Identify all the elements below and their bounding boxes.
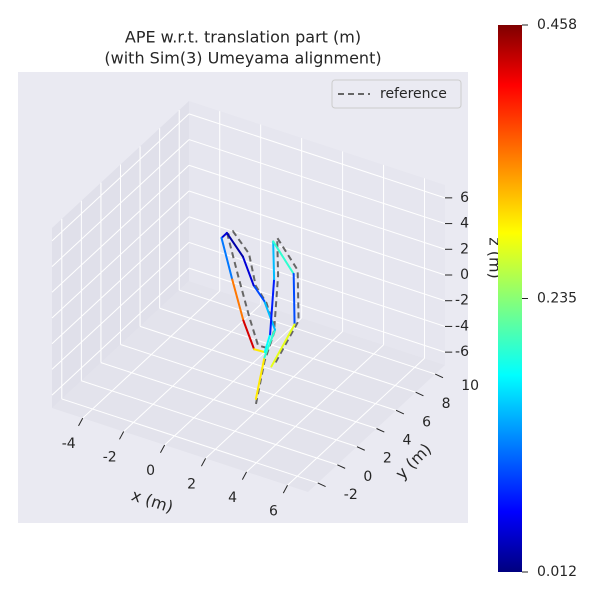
grid-line (139, 325, 397, 411)
trajectory-segment (253, 348, 266, 354)
tick-label: 0 (146, 463, 155, 479)
trajectory-segment (292, 272, 296, 326)
tick-label: 4 (403, 433, 412, 449)
legend-box (331, 79, 462, 109)
grid-line (100, 362, 358, 448)
grid-line (51, 139, 190, 267)
tick-label: -2 (455, 293, 469, 309)
trajectory-segment (252, 284, 266, 303)
grid-line (179, 289, 436, 375)
tick-mark (395, 409, 405, 415)
tick-label: 6 (422, 414, 431, 430)
reference-line (226, 229, 300, 405)
colorbar-tick-label: 0.458 (537, 17, 577, 33)
tick-label: -6 (455, 344, 469, 360)
grid-line (120, 344, 377, 429)
trajectory-segment (270, 323, 296, 368)
trajectory-segment (272, 240, 276, 281)
tick-label: -2 (344, 487, 358, 503)
tick-label: -2 (103, 450, 117, 466)
tick-mark (119, 431, 125, 440)
legend-label: reference (380, 86, 447, 102)
tick-label: 2 (187, 476, 196, 492)
trajectory-segment (241, 255, 255, 287)
grid-line (159, 307, 416, 393)
grid-line (51, 267, 190, 396)
colorbar (498, 25, 522, 572)
trajectory-segment (231, 278, 245, 322)
trajectory-segment (242, 319, 256, 351)
tick-mark (376, 428, 385, 433)
tick-label: 6 (460, 190, 469, 206)
trajectory-segment (220, 231, 228, 239)
trajectory-segment (225, 231, 244, 258)
chart-title: APE w.r.t. translation part (m) (125, 28, 361, 47)
tick-label: 6 (269, 503, 278, 519)
grid-line (51, 216, 190, 345)
colorbar-tick-label: 0.012 (537, 564, 577, 580)
trajectory-segment (220, 236, 234, 281)
tick-label: 4 (228, 490, 237, 506)
colorbar-ticks: 0.012 0.235 0.458 (522, 17, 577, 580)
tick-label: 2 (460, 241, 469, 257)
grid-line (188, 164, 446, 250)
tick-mark (435, 373, 444, 379)
tick-mark (282, 485, 288, 494)
tick-mark (415, 391, 424, 397)
tick-label: 8 (442, 396, 451, 412)
tick-label: -4 (62, 436, 76, 452)
tick-label: 0 (363, 469, 372, 485)
tick-label: 4 (460, 216, 469, 232)
grid-line (188, 139, 446, 225)
tick-mark (337, 464, 346, 469)
tick-label: 2 (383, 451, 392, 467)
tick-mark (159, 444, 166, 453)
grid-line (188, 190, 446, 276)
grid-line (188, 267, 446, 353)
grid-line (188, 241, 446, 327)
tick-label: 0 (460, 267, 469, 283)
chart-subtitle: (with Sim(3) Umeyama alignment) (104, 49, 381, 68)
grid-line (81, 380, 338, 466)
trajectory-segment (263, 333, 272, 354)
tick-mark (200, 458, 207, 467)
plot (220, 229, 300, 405)
trajectory-segment (269, 278, 276, 336)
grid-line (51, 190, 190, 319)
colorbar-tick-label: 0.235 (537, 291, 577, 307)
grid-line (188, 216, 446, 302)
trajectory-segment (272, 240, 295, 275)
tick-label: -4 (455, 318, 469, 334)
legend: reference (331, 79, 462, 109)
trajectory-segment (254, 356, 266, 400)
grid-line (51, 242, 190, 370)
grid-line (51, 113, 190, 242)
trajectory-segment (263, 300, 277, 331)
grid-line (188, 113, 446, 199)
tick-mark (356, 446, 365, 451)
grid-line (51, 164, 190, 293)
tick-mark (241, 471, 248, 480)
tick-mark (78, 417, 84, 427)
trajectory-segment (263, 328, 277, 359)
tick-label: 10 (461, 378, 479, 394)
tick-mark (317, 482, 326, 487)
grid-line (61, 398, 318, 484)
